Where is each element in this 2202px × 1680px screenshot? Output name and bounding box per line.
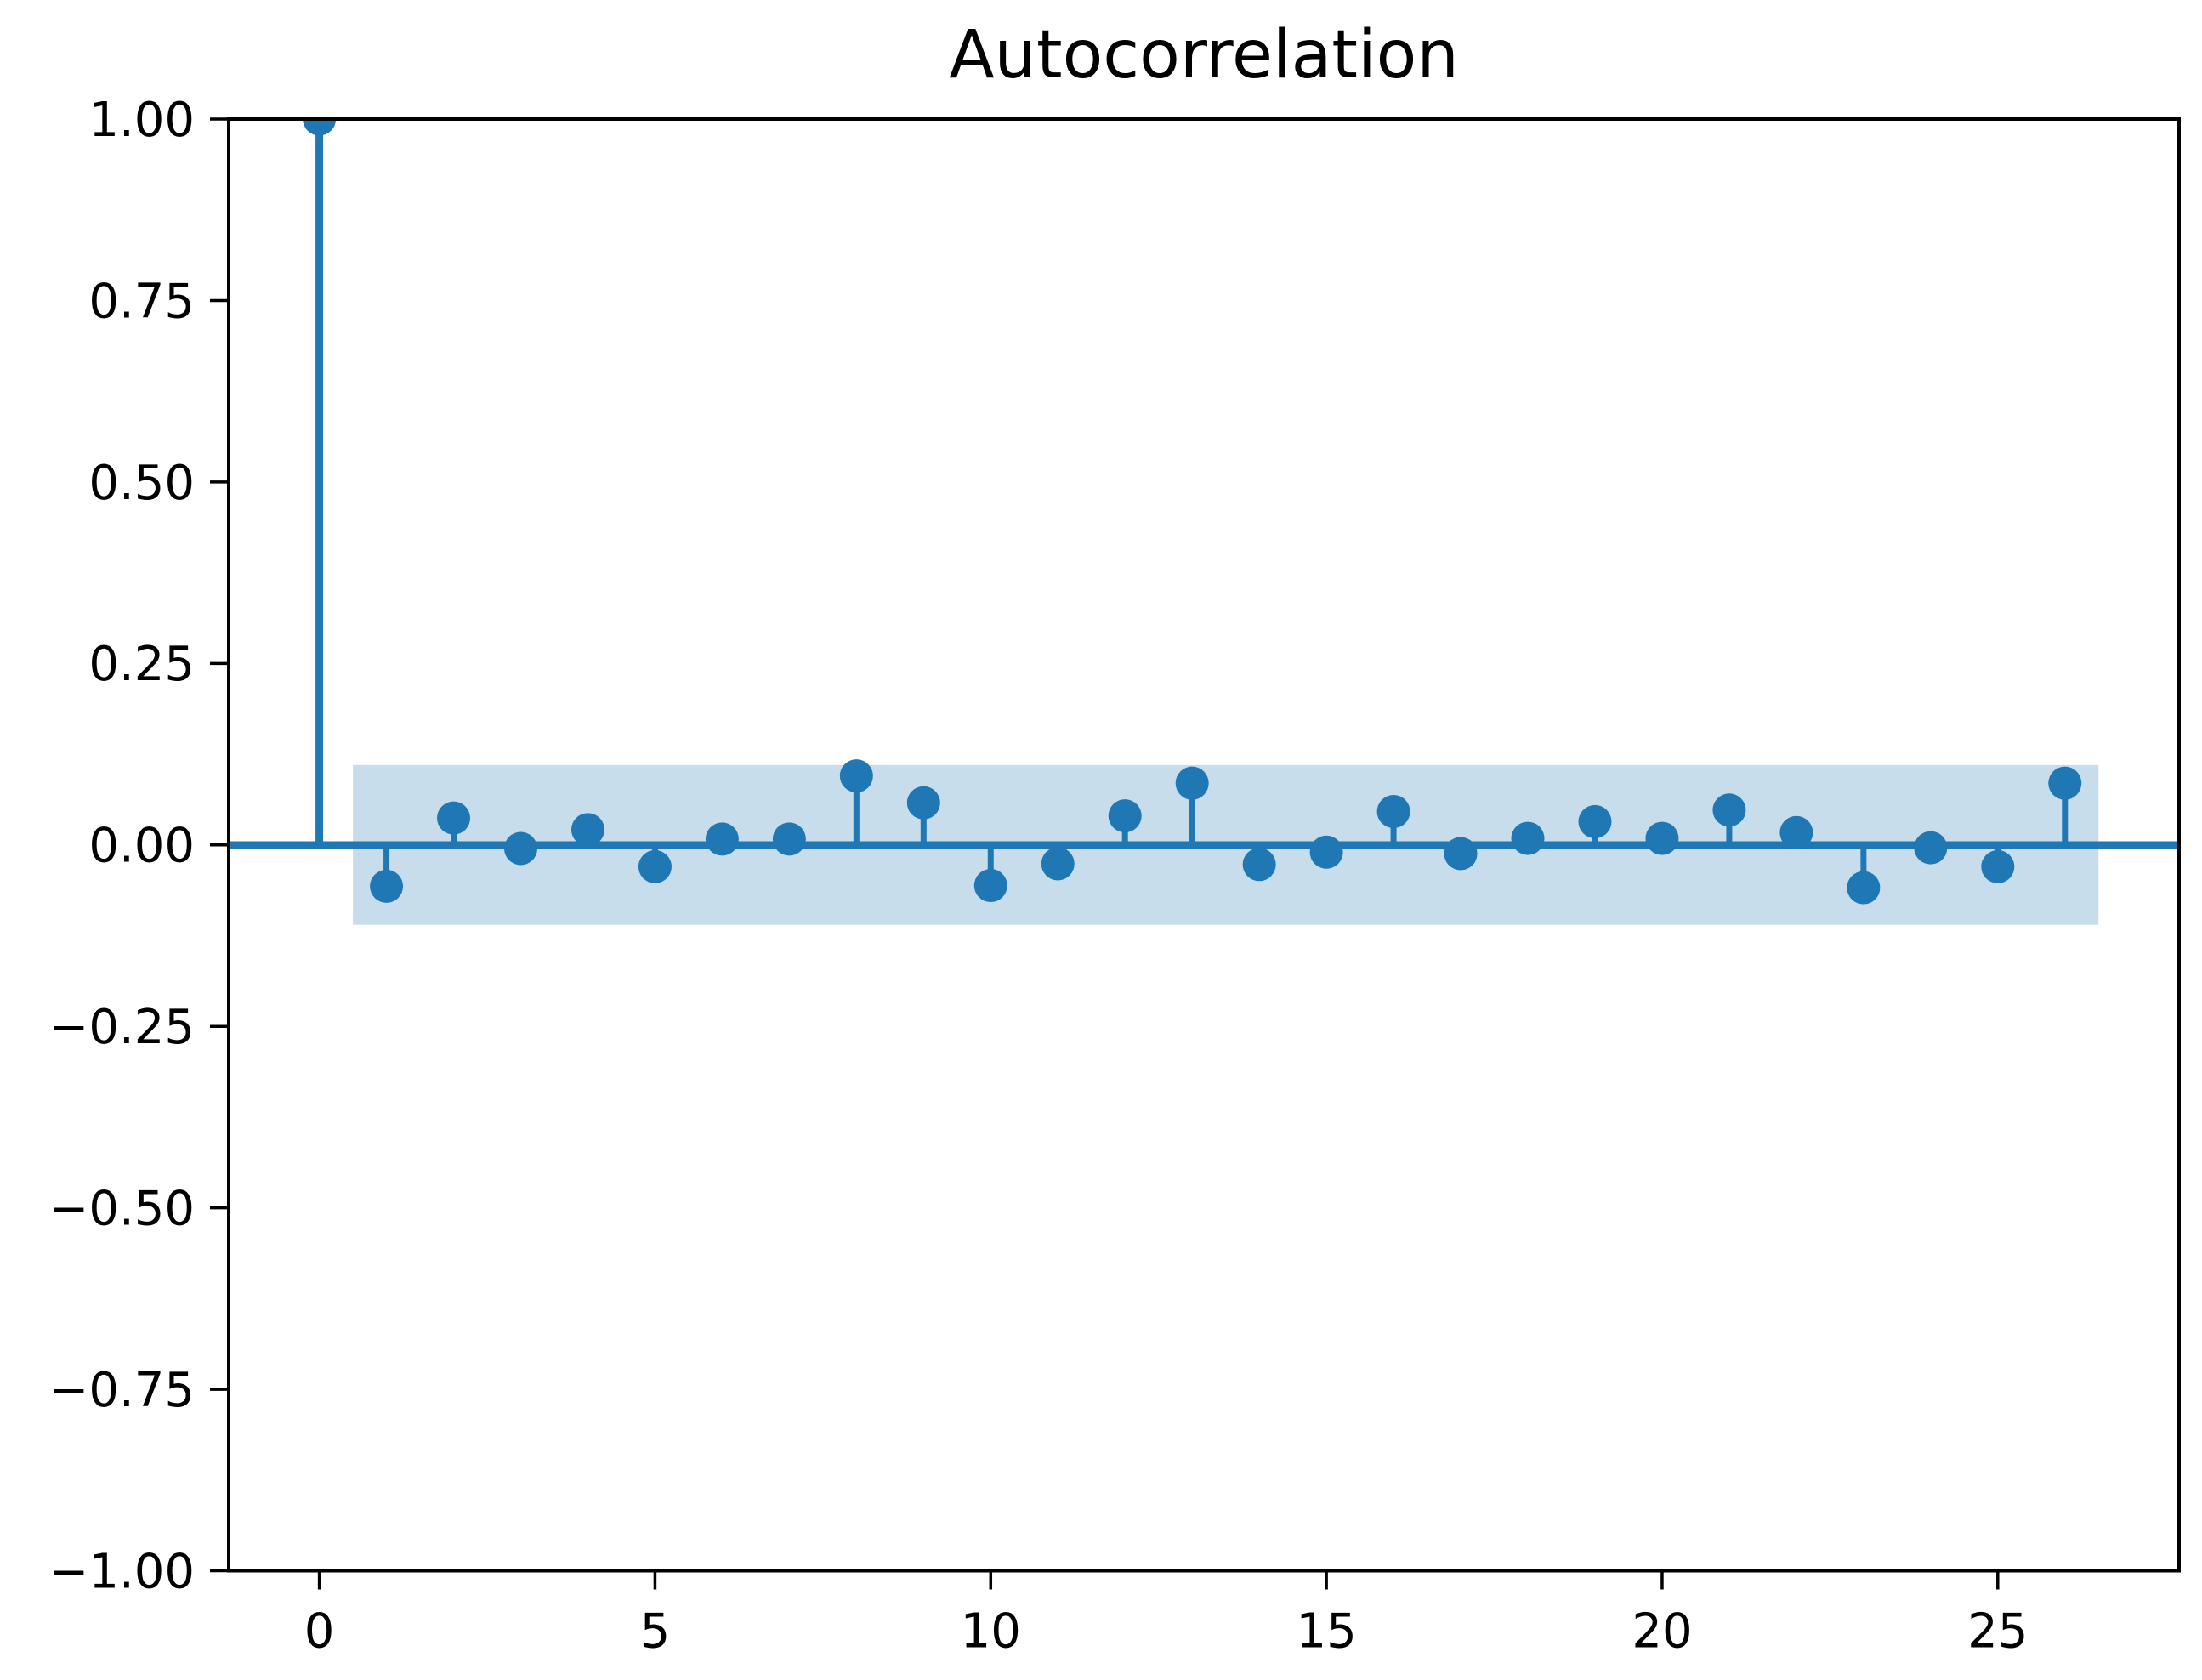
- marker-lag-7: [772, 822, 806, 856]
- marker-lag-10: [973, 869, 1007, 903]
- x-tick-label: 5: [640, 1604, 671, 1660]
- marker-lag-5: [638, 849, 672, 883]
- marker-lag-18: [1511, 821, 1545, 855]
- x-tick-label: 15: [1296, 1604, 1356, 1660]
- marker-lag-19: [1578, 804, 1612, 838]
- x-tick-label: 0: [304, 1604, 335, 1660]
- acf-series: [303, 119, 2082, 905]
- marker-lag-22: [1779, 815, 1813, 849]
- marker-lag-2: [437, 801, 471, 835]
- x-tick-label: 20: [1632, 1604, 1692, 1660]
- y-tick-label: −0.50: [48, 1182, 195, 1237]
- y-tick-label: 0.50: [88, 456, 195, 511]
- marker-lag-6: [705, 822, 739, 856]
- marker-lag-21: [1712, 793, 1746, 827]
- marker-lag-13: [1175, 766, 1209, 800]
- x-tick-label: 25: [1967, 1604, 2028, 1660]
- marker-lag-17: [1444, 837, 1478, 871]
- marker-lag-1: [370, 869, 404, 903]
- y-tick-label: −1.00: [48, 1544, 195, 1599]
- y-tick-label: 0.25: [88, 637, 195, 692]
- marker-lag-26: [2048, 766, 2082, 800]
- y-tick-label: −0.25: [48, 1000, 195, 1055]
- marker-lag-8: [839, 759, 873, 793]
- marker-lag-12: [1108, 799, 1142, 833]
- marker-lag-0: [303, 119, 337, 136]
- marker-lag-9: [906, 786, 940, 820]
- marker-lag-11: [1041, 847, 1075, 881]
- marker-lag-24: [1914, 831, 1948, 865]
- marker-lag-3: [504, 831, 538, 866]
- marker-lag-4: [570, 813, 604, 847]
- marker-lag-16: [1376, 794, 1410, 828]
- y-tick-label: 0.00: [88, 819, 195, 874]
- chart-title: Autocorrelation: [949, 17, 1459, 94]
- y-tick-label: 1.00: [88, 93, 195, 148]
- marker-lag-15: [1309, 835, 1343, 869]
- y-tick-label: −0.75: [48, 1363, 195, 1418]
- x-tick-label: 10: [961, 1604, 1021, 1660]
- marker-lag-23: [1847, 871, 1881, 905]
- marker-lag-25: [1981, 849, 2015, 883]
- marker-lag-20: [1645, 821, 1679, 855]
- y-tick-label: 0.75: [88, 274, 195, 329]
- marker-lag-14: [1242, 848, 1276, 882]
